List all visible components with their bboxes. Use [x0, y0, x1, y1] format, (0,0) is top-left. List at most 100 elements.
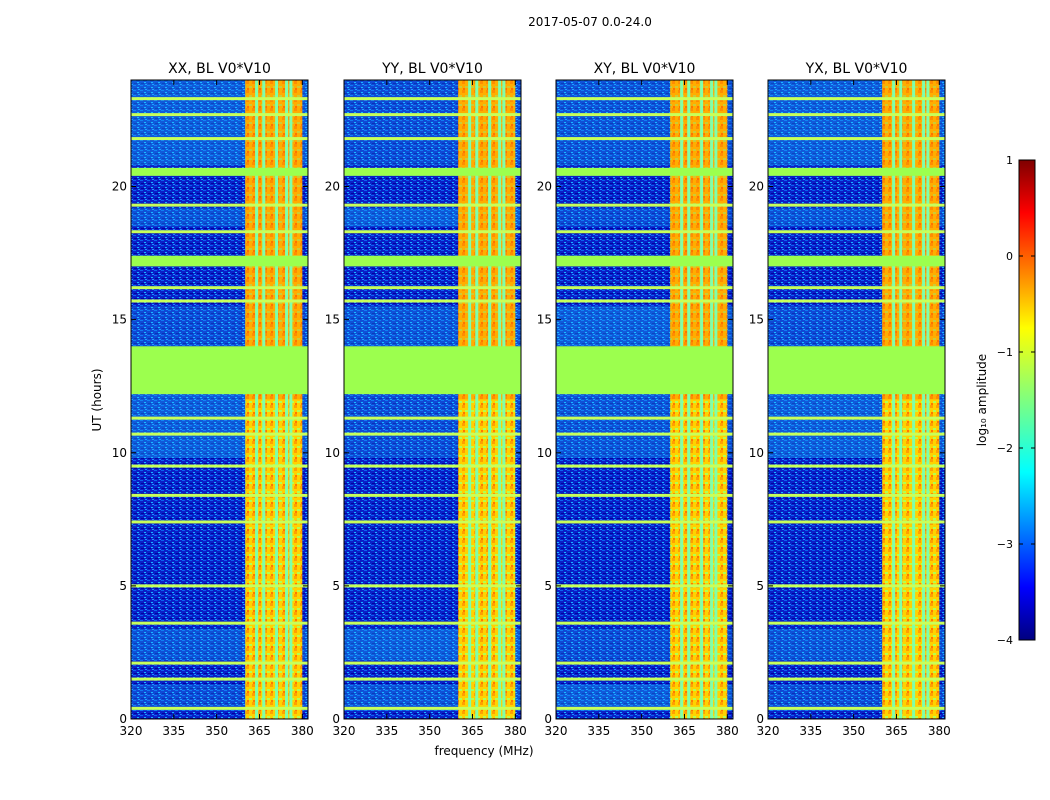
rfi-band	[882, 80, 940, 719]
rfi-channel-line	[488, 80, 492, 719]
data-gap	[556, 346, 733, 395]
flagged-block	[556, 255, 733, 267]
panel-3: XY, BL V0*V10 320 335 350 365 380 0 5 10 15 20	[537, 61, 739, 738]
colorbar-ticks: 1 0 −1 −2 −3 −4	[997, 154, 1035, 647]
flagged-line	[768, 416, 945, 420]
y-tick-label: 20	[112, 180, 127, 194]
rfi-channel-line	[714, 80, 718, 719]
flagged-line	[131, 661, 308, 665]
x-tick-label: 320	[545, 724, 568, 738]
flagged-line	[768, 97, 945, 101]
x-tick-label: 380	[928, 724, 951, 738]
y-tick-label: 15	[537, 313, 552, 327]
rfi-band	[245, 80, 303, 719]
y-tick-label: 15	[112, 313, 127, 327]
flagged-line	[768, 621, 945, 625]
flagged-block	[556, 167, 733, 176]
panel-frame	[130, 79, 309, 720]
rfi-channel-line	[680, 80, 684, 719]
rfi-channel-line	[926, 80, 930, 719]
x-tick-label: 335	[799, 724, 822, 738]
flagged-block	[344, 255, 521, 267]
y-tick-label: 0	[119, 712, 127, 726]
rfi-channel-line	[498, 80, 502, 719]
y-tick-label: 20	[749, 180, 764, 194]
flagged-line	[556, 677, 733, 681]
flagged-line	[344, 97, 521, 101]
y-tick-label: 5	[119, 579, 127, 593]
data-gap	[131, 346, 308, 395]
flagged-line	[344, 113, 521, 117]
flagged-line	[131, 584, 308, 588]
x-tick-label: 380	[716, 724, 739, 738]
colorbar-tick-label: −2	[997, 442, 1013, 455]
colorbar-tick-label: −1	[997, 346, 1013, 359]
flagged-line	[768, 661, 945, 665]
flagged-line	[768, 520, 945, 524]
flagged-line	[131, 286, 308, 290]
x-tick-label: 320	[757, 724, 780, 738]
rfi-band	[670, 80, 728, 719]
x-tick-label: 365	[248, 724, 271, 738]
flagged-line	[768, 113, 945, 117]
colorbar-tick-label: −4	[997, 634, 1013, 647]
x-tick-label: 365	[885, 724, 908, 738]
flagged-line	[556, 520, 733, 524]
y-tick-label: 10	[749, 446, 764, 460]
y-tick-label: 5	[756, 579, 764, 593]
flagged-line	[344, 203, 521, 207]
flagged-line	[131, 464, 308, 468]
rfi-channel-line	[262, 80, 266, 719]
rfi-channel-line	[892, 80, 896, 719]
flagged-line	[131, 706, 308, 710]
panel-title: XY, BL V0*V10	[594, 61, 696, 77]
panel-4: YX, BL V0*V10 320 335 350 365 380 0 5 10 15 20	[749, 61, 951, 738]
flagged-block	[131, 167, 308, 176]
x-tick-label: 380	[291, 724, 314, 738]
flagged-line	[556, 432, 733, 436]
flagged-line	[344, 621, 521, 625]
flagged-line	[556, 299, 733, 303]
flagged-line	[768, 432, 945, 436]
y-axis-label: UT (hours)	[90, 368, 104, 431]
flagged-line	[556, 706, 733, 710]
flagged-block	[344, 167, 521, 176]
rfi-channel-line	[285, 80, 289, 719]
y-tick-label: 15	[749, 313, 764, 327]
x-tick-label: 380	[504, 724, 527, 738]
flagged-line	[131, 416, 308, 420]
rfi-channel-line	[468, 80, 472, 719]
x-tick-label: 320	[120, 724, 143, 738]
panel-title: XX, BL V0*V10	[168, 61, 271, 77]
flagged-line	[344, 299, 521, 303]
panels: XX, BL V0*V10 320 335 350 365 380 0 5 10 15 20 YY, …	[112, 61, 951, 738]
colorbar: 1 0 −1 −2 −3 −4 log₁₀ amplitude	[975, 154, 1036, 647]
y-tick-label: 0	[756, 712, 764, 726]
flagged-line	[344, 230, 521, 234]
flagged-line	[131, 493, 308, 497]
rfi-channel-line	[255, 80, 259, 719]
panel-title: YY, BL V0*V10	[381, 61, 483, 77]
x-tick-label: 350	[842, 724, 865, 738]
panel-frame	[555, 79, 734, 720]
flagged-line	[344, 137, 521, 141]
y-tick-label: 20	[537, 180, 552, 194]
flagged-line	[556, 621, 733, 625]
y-tick-label: 5	[544, 579, 552, 593]
flagged-line	[768, 203, 945, 207]
rfi-channel-line	[502, 80, 506, 719]
colorbar-gradient	[1018, 159, 1036, 641]
flagged-line	[344, 706, 521, 710]
flagged-line	[556, 137, 733, 141]
flagged-block	[768, 167, 945, 176]
x-tick-label: 350	[418, 724, 441, 738]
flagged-line	[556, 416, 733, 420]
flagged-line	[131, 299, 308, 303]
flagged-line	[556, 113, 733, 117]
x-tick-label: 335	[162, 724, 185, 738]
x-tick-label: 350	[630, 724, 653, 738]
rfi-channel-line	[700, 80, 704, 719]
flagged-line	[556, 661, 733, 665]
colorbar-tick-label: 1	[1006, 154, 1013, 167]
